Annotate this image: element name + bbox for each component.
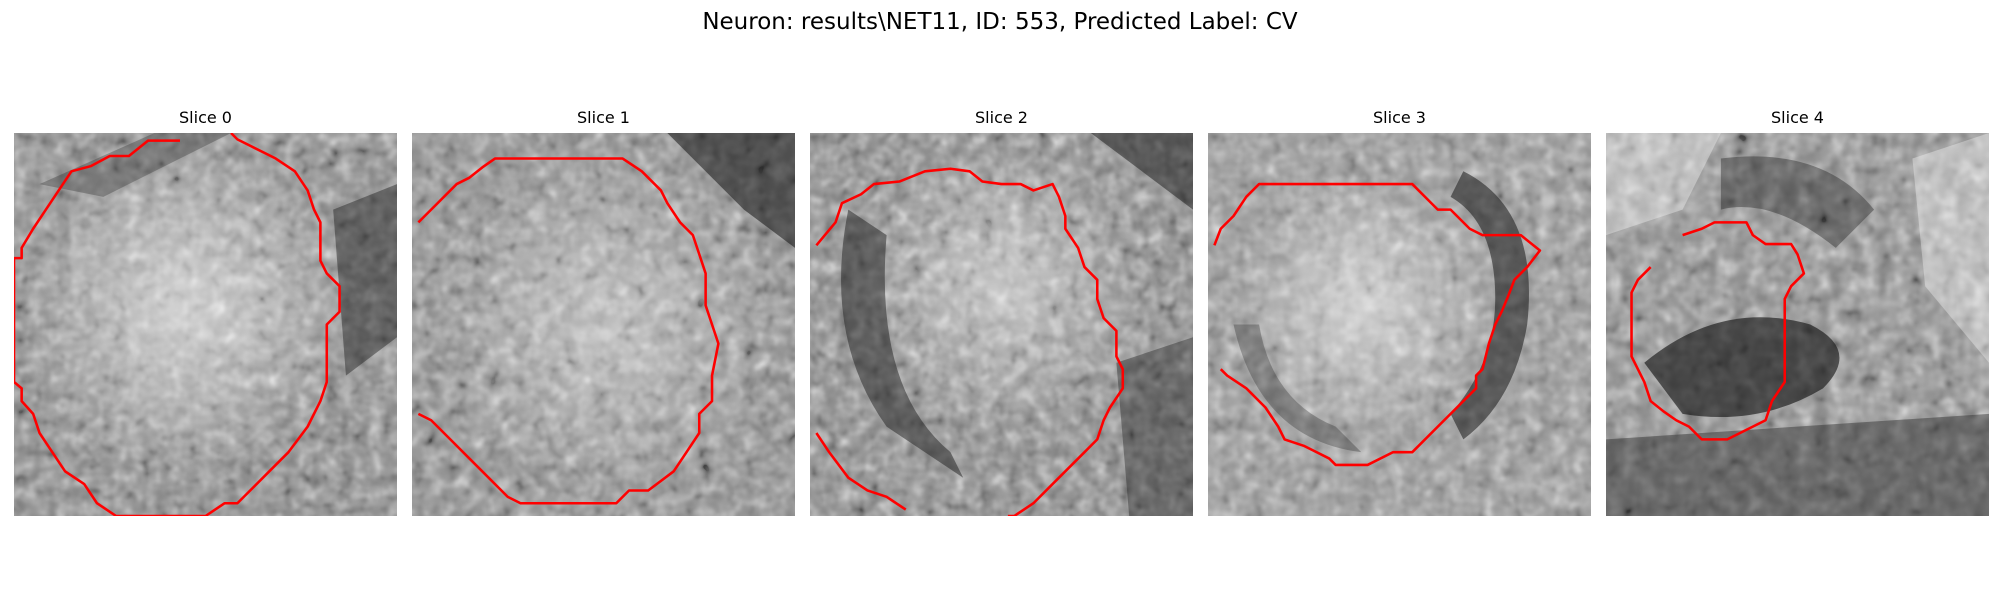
slice-image (14, 133, 397, 516)
segmentation-contour (1630, 221, 1806, 441)
slice-title: Slice 2 (975, 108, 1028, 127)
slice-title: Slice 3 (1373, 108, 1426, 127)
segmentation-contour (1213, 182, 1542, 467)
slice-panel-4: Slice 4 (1606, 108, 1989, 524)
slice-title: Slice 0 (179, 108, 232, 127)
slice-image (412, 133, 795, 516)
segmentation-contour (14, 133, 341, 516)
figure-title: Neuron: results\NET11, ID: 553, Predicte… (702, 9, 1298, 35)
slice-image (1208, 133, 1591, 516)
slice-panel-2: Slice 2 (810, 108, 1193, 524)
slice-panel-3: Slice 3 (1208, 108, 1591, 524)
segmentation-contour (417, 157, 720, 505)
segmentation-contour (815, 432, 907, 511)
slice-title: Slice 4 (1771, 108, 1824, 127)
slice-image (810, 133, 1193, 516)
slice-panel-1: Slice 1 (412, 108, 795, 524)
slice-title: Slice 1 (577, 108, 630, 127)
slice-image (1606, 133, 1989, 516)
slice-panel-0: Slice 0 (14, 108, 397, 524)
segmentation-contour (815, 167, 1125, 516)
